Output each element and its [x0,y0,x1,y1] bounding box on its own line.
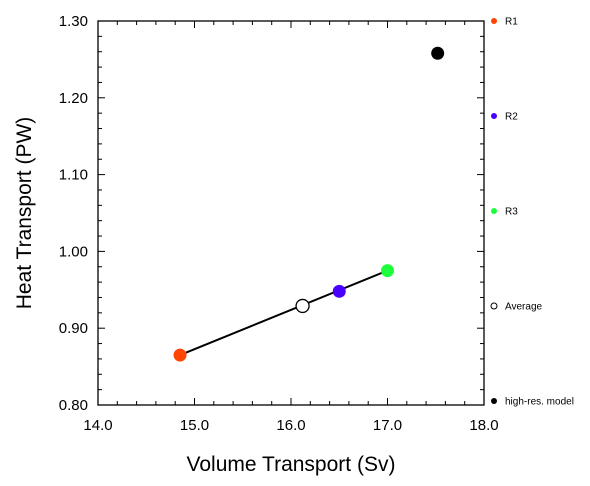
y-tick-label: 1.30 [59,13,88,30]
y-tick-label: 0.90 [59,320,88,337]
point-high-res-model [431,46,445,60]
x-tick-label: 14.0 [83,417,112,434]
plot-frame [97,20,485,406]
legend-marker-high-res-model [491,398,497,404]
data-points-layer [173,46,445,362]
x-axis-ticks: 14.0 15.0 16.0 17.0 18.0 [83,21,499,434]
x-axis-title: Volume Transport (Sv) [187,453,396,476]
x-tick-label: 17.0 [373,417,402,434]
trend-line-layer [179,269,388,357]
legend-label-r3: R3 [505,207,518,218]
y-tick-label: 0.80 [59,397,88,414]
y-tick-label: 1.10 [59,167,88,184]
point-r3 [381,264,394,278]
legend-marker-r3 [491,208,497,214]
point-r2 [332,284,346,298]
y-axis-title: Heat Transport (PW) [13,117,36,310]
y-tick-label: 1.20 [59,90,88,107]
x-tick-label: 16.0 [276,417,305,434]
y-axis-ticks: 0.80 0.90 1.00 1.10 1.20 1.30 [59,13,484,414]
point-average [295,298,310,314]
legend-label-r2: R2 [505,112,518,123]
trend-line [179,269,388,357]
legend-marker-average [490,302,498,310]
legend-marker-r1 [491,18,497,24]
x-tick-label: 18.0 [469,417,498,434]
x-tick-label: 15.0 [180,417,209,434]
y-tick-label: 1.00 [59,243,88,260]
legend-label-average: Average [505,302,543,313]
point-r1 [173,348,187,362]
legend: R1 R2 R3 Average high-res. model [490,17,574,408]
legend-label-r1: R1 [505,17,518,28]
legend-marker-r2 [491,113,497,119]
legend-label-high-res-model: high-res. model [505,397,574,408]
